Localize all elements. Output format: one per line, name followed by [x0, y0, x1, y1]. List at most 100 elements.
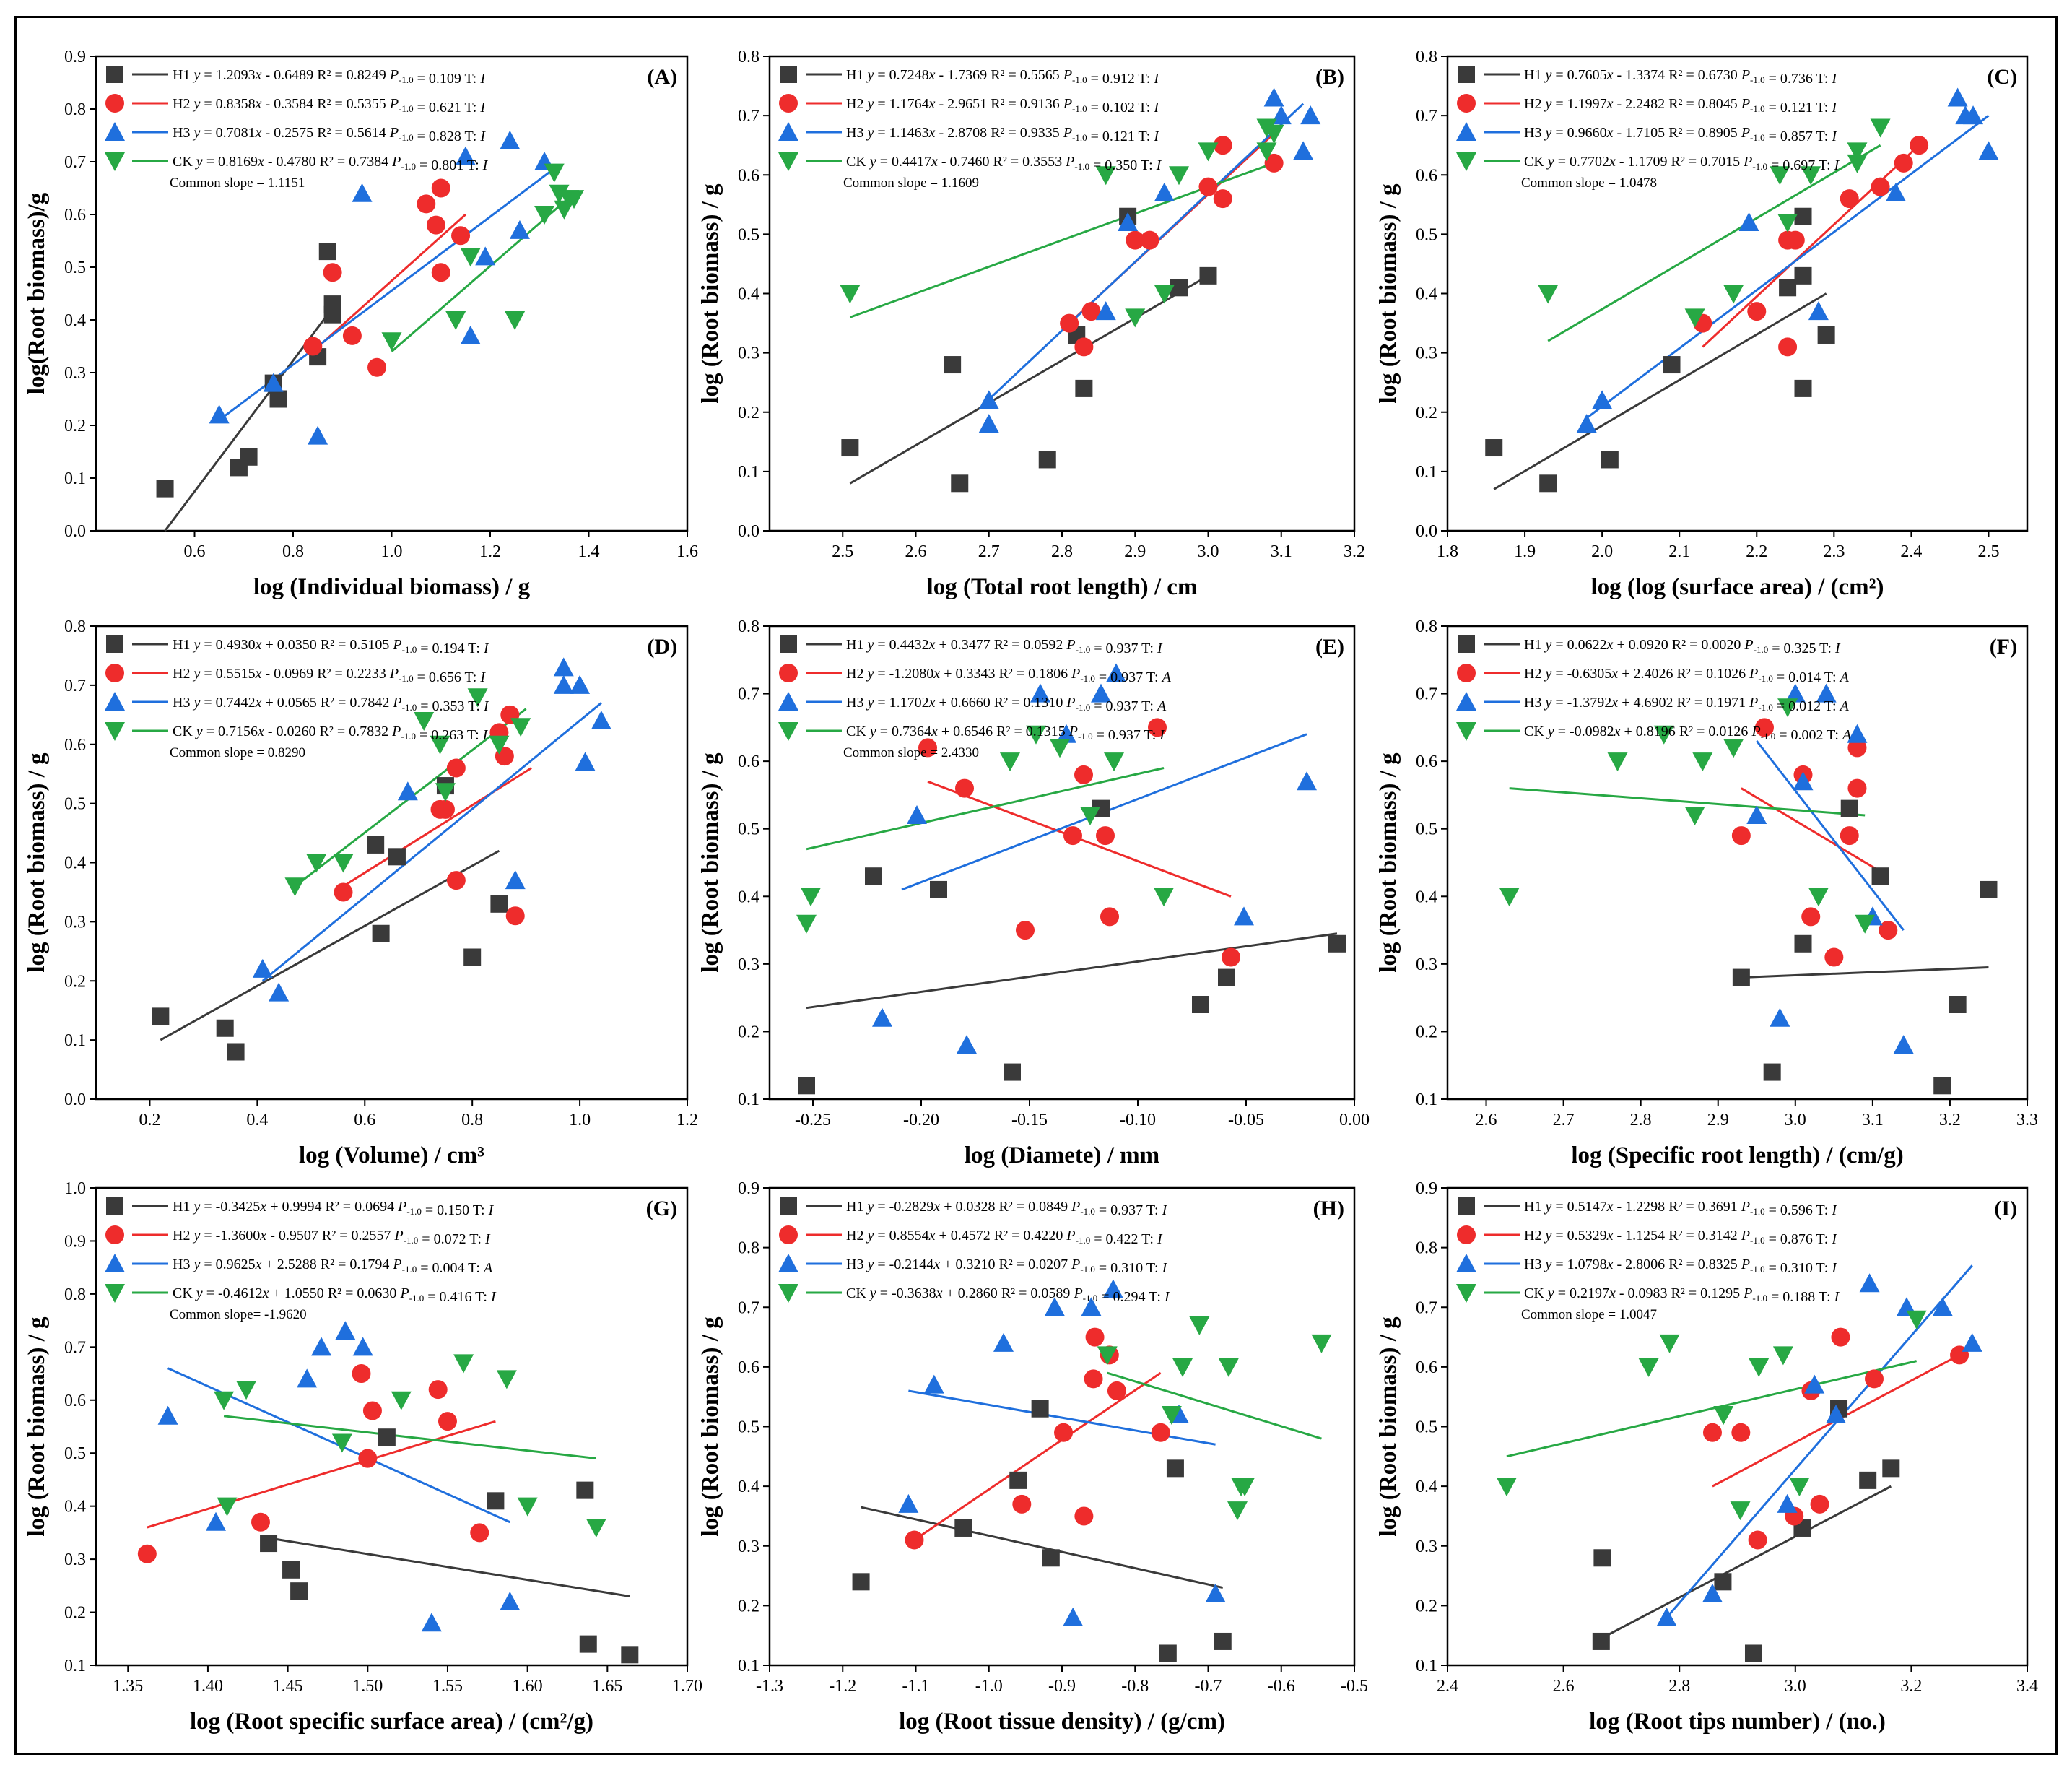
data-point-h3 — [297, 1368, 318, 1388]
data-point-h1 — [282, 1561, 300, 1579]
data-point-h2 — [334, 882, 353, 902]
y-tick-label: 0.6 — [738, 166, 759, 185]
y-tick-label: 0.5 — [64, 1444, 86, 1463]
data-point-h3 — [1826, 1404, 1847, 1423]
fit-line-h2 — [1741, 787, 1889, 877]
data-point-ck — [1172, 1358, 1193, 1377]
data-point-ck — [1227, 1501, 1248, 1521]
legend-marker-ck — [778, 722, 798, 741]
data-point-h3 — [1785, 683, 1806, 703]
y-tick-label: 0.0 — [64, 522, 86, 541]
x-tick-label: 1.35 — [113, 1677, 143, 1696]
data-point-h3 — [1963, 105, 1984, 125]
data-point-h2 — [1085, 1327, 1105, 1347]
y-axis-title: log (Root biomass) / g — [24, 752, 50, 973]
data-point-h1 — [1714, 1573, 1732, 1591]
x-tick-label: 2.9 — [1707, 1111, 1729, 1129]
panel-label: (G) — [646, 1197, 677, 1220]
x-axis-title: log (Individual biomass) / g — [253, 574, 531, 600]
fit-line-h1 — [268, 1537, 630, 1598]
data-point-h3 — [1063, 1607, 1084, 1626]
legend-entry-h1: H1 y = 0.0622x + 0.0920 R² = 0.0020 P-1.… — [1524, 637, 1841, 656]
data-point-h1 — [1009, 1471, 1027, 1489]
data-point-h1 — [487, 1492, 505, 1510]
data-point-h2 — [1731, 1423, 1751, 1442]
legend-entry-h1: H1 y = 0.4432x + 0.3477 R² = 0.0592 P-1.… — [846, 637, 1163, 656]
y-tick-label: 0.8 — [1416, 1239, 1437, 1258]
y-tick-label: 0.8 — [738, 617, 759, 636]
legend-marker-h2 — [779, 664, 798, 682]
data-point-h1 — [1199, 266, 1217, 285]
data-point-ck — [1659, 1334, 1680, 1353]
data-point-h3 — [252, 958, 273, 978]
panel-D: 0.2 0.4 0.6 0.8 1.0 1.2 0.0 0.1 0.2 0.3 0.4 0.5 0.6 0… — [24, 617, 698, 1168]
legend-marker-h2 — [1457, 94, 1476, 113]
data-point-h2 — [323, 263, 342, 282]
data-point-h3 — [352, 1337, 373, 1356]
data-point-ck — [1870, 118, 1891, 138]
data-point-h1 — [1593, 1549, 1611, 1567]
y-tick-label: 0.5 — [1416, 225, 1437, 244]
data-point-h3 — [1091, 683, 1111, 703]
y-tick-label: 0.1 — [738, 463, 759, 482]
data-point-ck — [1095, 166, 1116, 186]
y-tick-label: 0.8 — [1416, 617, 1437, 636]
fit-line-ck — [806, 767, 1165, 851]
legend-marker-h3 — [1456, 692, 1476, 711]
x-tick-label: -0.05 — [1228, 1111, 1264, 1129]
data-point-h3 — [335, 1321, 356, 1340]
data-point-h1 — [1159, 1644, 1177, 1662]
data-point-h2 — [451, 226, 471, 246]
y-tick-label: 0.8 — [64, 100, 86, 119]
data-point-ck — [496, 1370, 517, 1389]
data-point-h3 — [269, 982, 290, 1002]
data-point-ck — [1777, 213, 1798, 233]
data-point-h1 — [1218, 968, 1235, 986]
legend-entry-ck: CK y = 0.7702x - 1.1709 R² = 0.7015 P-1.… — [1524, 154, 1840, 173]
common-slope-label: Common slope= -1.9620 — [170, 1307, 307, 1322]
common-slope-label: Common slope = 1.0478 — [1521, 175, 1657, 191]
data-point-h2 — [446, 758, 466, 778]
data-point-h1 — [865, 867, 882, 885]
x-tick-label: 1.40 — [193, 1677, 223, 1696]
y-tick-label: 0.3 — [64, 364, 86, 383]
data-point-h1 — [1732, 968, 1750, 986]
legend-marker-h3 — [778, 1254, 798, 1272]
data-point-h2 — [438, 1412, 457, 1431]
data-point-ck — [1154, 285, 1175, 304]
data-point-h3 — [1777, 1493, 1798, 1513]
data-point-h2 — [1910, 136, 1929, 155]
panel-E: -0.25 -0.20 -0.15 -0.10 -0.05 0.00 0.1 0.2 0.3 0.… — [697, 617, 1370, 1168]
x-axis-title: log (Diamete) / mm — [965, 1142, 1159, 1168]
data-point-h2 — [1100, 907, 1119, 927]
x-tick-label: 0.6 — [184, 542, 206, 561]
data-point-h2 — [1731, 826, 1751, 846]
data-point-h3 — [1847, 724, 1868, 743]
data-point-h1 — [1328, 934, 1346, 953]
x-tick-label: 2.2 — [1746, 542, 1767, 561]
y-tick-label: 0.6 — [1416, 1358, 1437, 1377]
data-point-h1 — [930, 880, 947, 898]
x-tick-label: -1.3 — [756, 1677, 783, 1696]
data-point-ck — [236, 1381, 257, 1400]
data-point-h1 — [1980, 880, 1998, 898]
legend-marker-h1 — [780, 635, 797, 653]
legend-marker-h1 — [1458, 66, 1475, 83]
panel-label: (E) — [1315, 635, 1344, 659]
legend-entry-ck: CK y = 0.7156x - 0.0260 R² = 0.7832 P-1.… — [173, 724, 489, 743]
x-tick-label: 2.8 — [1051, 542, 1073, 561]
data-point-h3 — [1056, 724, 1076, 743]
x-axis-title: log (Total root length) / cm — [927, 574, 1198, 600]
data-point-h1 — [1779, 279, 1797, 297]
data-point-h2 — [918, 738, 937, 758]
data-point-h3 — [1978, 141, 1999, 160]
panel-label: (A) — [647, 65, 677, 89]
data-point-h3 — [1746, 805, 1767, 824]
data-point-ck — [1000, 752, 1020, 772]
data-point-h2 — [1074, 1506, 1094, 1526]
data-point-ck — [1026, 725, 1046, 745]
data-point-h2 — [1847, 778, 1867, 798]
data-point-h1 — [1192, 996, 1209, 1013]
legend-marker-h2 — [779, 1225, 798, 1244]
